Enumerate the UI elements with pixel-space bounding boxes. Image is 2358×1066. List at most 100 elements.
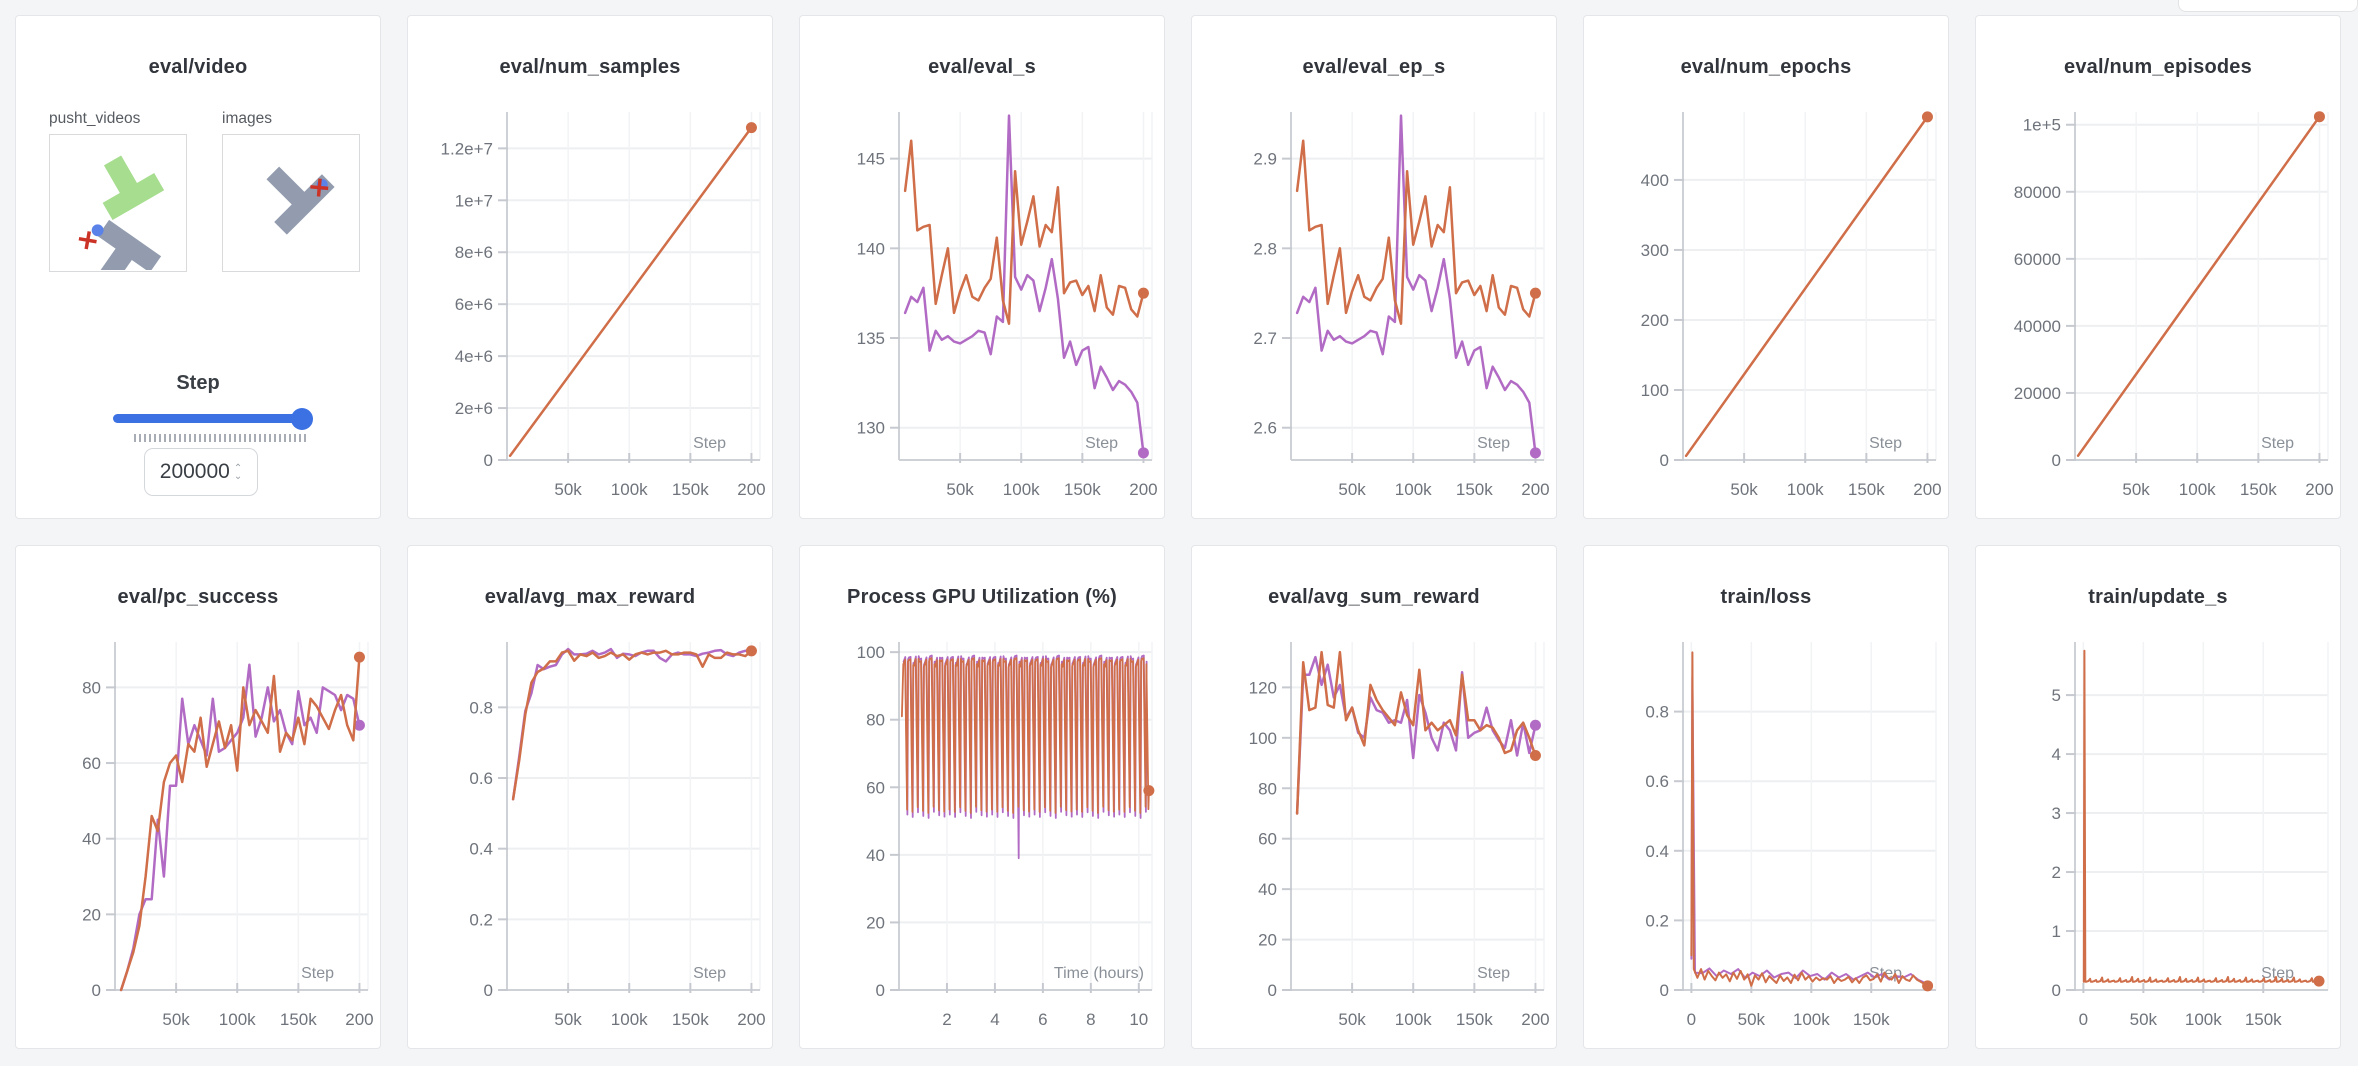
panel-title: eval/num_episodes xyxy=(2064,56,2252,78)
panel-eval-num-samples: eval/num_samples 0 2e+6 4e+6 6e+6 8e+6 1e+7 1.… xyxy=(407,15,773,519)
y-tick-label: 2.7 xyxy=(1253,329,1277,348)
panel-eval-num-epochs: eval/num_epochs 0 100 200 300 400 50k 100k 150k… xyxy=(1583,15,1949,519)
stepper-arrows[interactable]: ⌃ ⌄ xyxy=(233,462,243,482)
y-tick-label: 1 xyxy=(2052,922,2061,941)
goal-cross-icon xyxy=(310,178,329,197)
chart-canvas[interactable]: 0 20 40 60 80 50k 100k 150k 200 Step xyxy=(16,546,380,1048)
y-tick-label: 20 xyxy=(82,905,101,924)
y-tick-label: 40 xyxy=(866,846,885,865)
chart-canvas[interactable]: 0 0.2 0.4 0.6 0.8 50k 100k 150k 200 Step xyxy=(408,546,772,1048)
x-tick-label: 100k xyxy=(611,1010,648,1029)
chart-canvas[interactable]: 130 135 140 145 50k 100k 150k 200 Step xyxy=(800,16,1164,518)
x-tick-label: 100k xyxy=(1395,1010,1432,1029)
y-tick-label: 0.4 xyxy=(1645,842,1669,861)
panel-train-loss: train/loss 0 0.2 0.4 0.6 0.8 0 50k 100k 150k Step xyxy=(1583,545,1949,1049)
series-line-purple-run xyxy=(1295,655,1537,815)
stepper-down-icon[interactable]: ⌄ xyxy=(233,470,243,482)
panel-row-1: eval/video pusht_videos images xyxy=(0,15,2358,519)
y-tick-label: 80 xyxy=(82,678,101,697)
images-frame xyxy=(266,166,335,235)
series-line-orange-run xyxy=(119,655,361,992)
step-number-input[interactable]: 200000 ⌃ ⌄ xyxy=(144,448,258,496)
y-tick-label: 60 xyxy=(1258,830,1277,849)
x-axis-label: Step xyxy=(1869,435,1902,452)
step-slider[interactable] xyxy=(113,408,313,434)
panel-eval-video: eval/video pusht_videos images xyxy=(15,15,381,519)
endpoint-dot-orange-run xyxy=(2313,975,2325,987)
endpoint-dot-orange-run xyxy=(1137,287,1149,299)
media-label-images: images xyxy=(222,110,272,127)
y-tick-label: 8e+6 xyxy=(455,243,493,262)
y-tick-label: 300 xyxy=(1641,241,1669,260)
endpoint-dot-purple-run xyxy=(1529,719,1541,731)
panel-title: eval/avg_sum_reward xyxy=(1268,586,1480,608)
chart-canvas[interactable]: 0 20000 40000 60000 80000 1e+5 50k 100k 150k 200 S… xyxy=(1976,16,2340,518)
slider-thumb[interactable] xyxy=(291,408,313,430)
y-tick-label: 1e+5 xyxy=(2023,116,2061,135)
x-tick-label: 150k xyxy=(672,480,709,499)
x-tick-label: 100k xyxy=(2179,480,2216,499)
y-tick-label: 0 xyxy=(2052,451,2061,470)
video-thumbnail-pusht[interactable] xyxy=(49,134,187,283)
y-tick-label: 60000 xyxy=(2014,250,2061,269)
y-tick-label: 60 xyxy=(82,754,101,773)
y-tick-label: 4 xyxy=(2052,745,2061,764)
y-tick-label: 2 xyxy=(2052,863,2061,882)
goal-cross-icon xyxy=(78,231,97,250)
x-tick-label: 150k xyxy=(672,1010,709,1029)
y-tick-label: 2e+6 xyxy=(455,399,493,418)
x-tick-label: 150k xyxy=(1853,1010,1890,1029)
x-axis-label: Step xyxy=(2261,965,2294,982)
step-value[interactable]: 200000 xyxy=(159,460,230,483)
y-tick-label: 0 xyxy=(2052,981,2061,1000)
slider-track[interactable] xyxy=(113,414,309,423)
x-tick-label: 50k xyxy=(1730,480,1758,499)
stepper-up-icon[interactable]: ⌃ xyxy=(233,462,243,474)
y-tick-label: 200 xyxy=(1641,311,1669,330)
x-axis-label: Step xyxy=(1477,435,1510,452)
panel-title: eval/pc_success xyxy=(117,586,279,608)
chart-canvas[interactable]: 0 2e+6 4e+6 6e+6 8e+6 1e+7 1.2e+7 50k 100k 150k 20… xyxy=(408,16,772,518)
x-axis-label: Step xyxy=(1477,965,1510,982)
x-tick-label: 4 xyxy=(990,1010,999,1029)
panel-eval-num-episodes: eval/num_episodes 0 20000 40000 60000 80000 1… xyxy=(1975,15,2341,519)
chart-canvas[interactable]: 0 20 40 60 80 100 2 4 6 8 10 Time (hours) xyxy=(800,546,1164,1048)
y-tick-label: 80 xyxy=(1258,779,1277,798)
series-line-purple-run xyxy=(511,647,753,801)
x-tick-label: 150k xyxy=(280,1010,317,1029)
x-tick-label: 50k xyxy=(2122,480,2150,499)
panel-title: eval/num_samples xyxy=(499,56,681,78)
gray-t-block xyxy=(266,166,335,235)
y-tick-label: 100 xyxy=(1641,381,1669,400)
panel-title: eval/video xyxy=(148,56,248,78)
y-tick-label: 3 xyxy=(2052,804,2061,823)
chart-canvas[interactable]: 0 20 40 60 80 100 120 50k 100k 150k 200 Step xyxy=(1192,546,1556,1048)
series-line-purple-run xyxy=(1690,675,1927,984)
endpoint-dot-orange-run xyxy=(1922,980,1934,992)
series-line-orange-run xyxy=(2082,649,2320,983)
clipped-panel-edge xyxy=(2178,0,2358,12)
series-line-orange-run xyxy=(1690,651,1929,987)
x-tick-label: 100k xyxy=(1793,1010,1830,1029)
x-tick-label: 6 xyxy=(1038,1010,1047,1029)
endpoint-dot-orange-run xyxy=(1143,785,1155,797)
chart-canvas[interactable]: 0 1 2 3 4 5 0 50k 100k 150k Step xyxy=(1976,546,2340,1048)
panel-gpu-utilization: Process GPU Utilization (%) 0 20 40 60 80 100… xyxy=(799,545,1165,1049)
chart-canvas[interactable]: 0 100 200 300 400 50k 100k 150k 200 Step xyxy=(1584,16,1948,518)
video-thumbnail-images[interactable] xyxy=(222,134,360,272)
chart-canvas[interactable]: 2.6 2.7 2.8 2.9 50k 100k 150k 200 Step xyxy=(1192,16,1556,518)
y-tick-label: 0 xyxy=(1660,451,1669,470)
panel-eval-avg-max-reward: eval/avg_max_reward 0 0.2 0.4 0.6 0.8 50k 100k… xyxy=(407,545,773,1049)
x-tick-label: 150k xyxy=(2240,480,2277,499)
x-tick-label: 200 xyxy=(1521,1010,1549,1029)
series-line-orange-run xyxy=(511,649,753,801)
x-tick-label: 100k xyxy=(1003,480,1040,499)
y-tick-label: 0.6 xyxy=(1645,772,1669,791)
x-tick-label: 100k xyxy=(611,480,648,499)
panel-eval-pc-success: eval/pc_success 0 20 40 60 80 50k 100k 150k 200 S… xyxy=(15,545,381,1049)
x-tick-label: 50k xyxy=(946,480,974,499)
y-tick-label: 0 xyxy=(876,981,885,1000)
x-tick-label: 150k xyxy=(1848,480,1885,499)
x-tick-label: 50k xyxy=(1338,1010,1366,1029)
